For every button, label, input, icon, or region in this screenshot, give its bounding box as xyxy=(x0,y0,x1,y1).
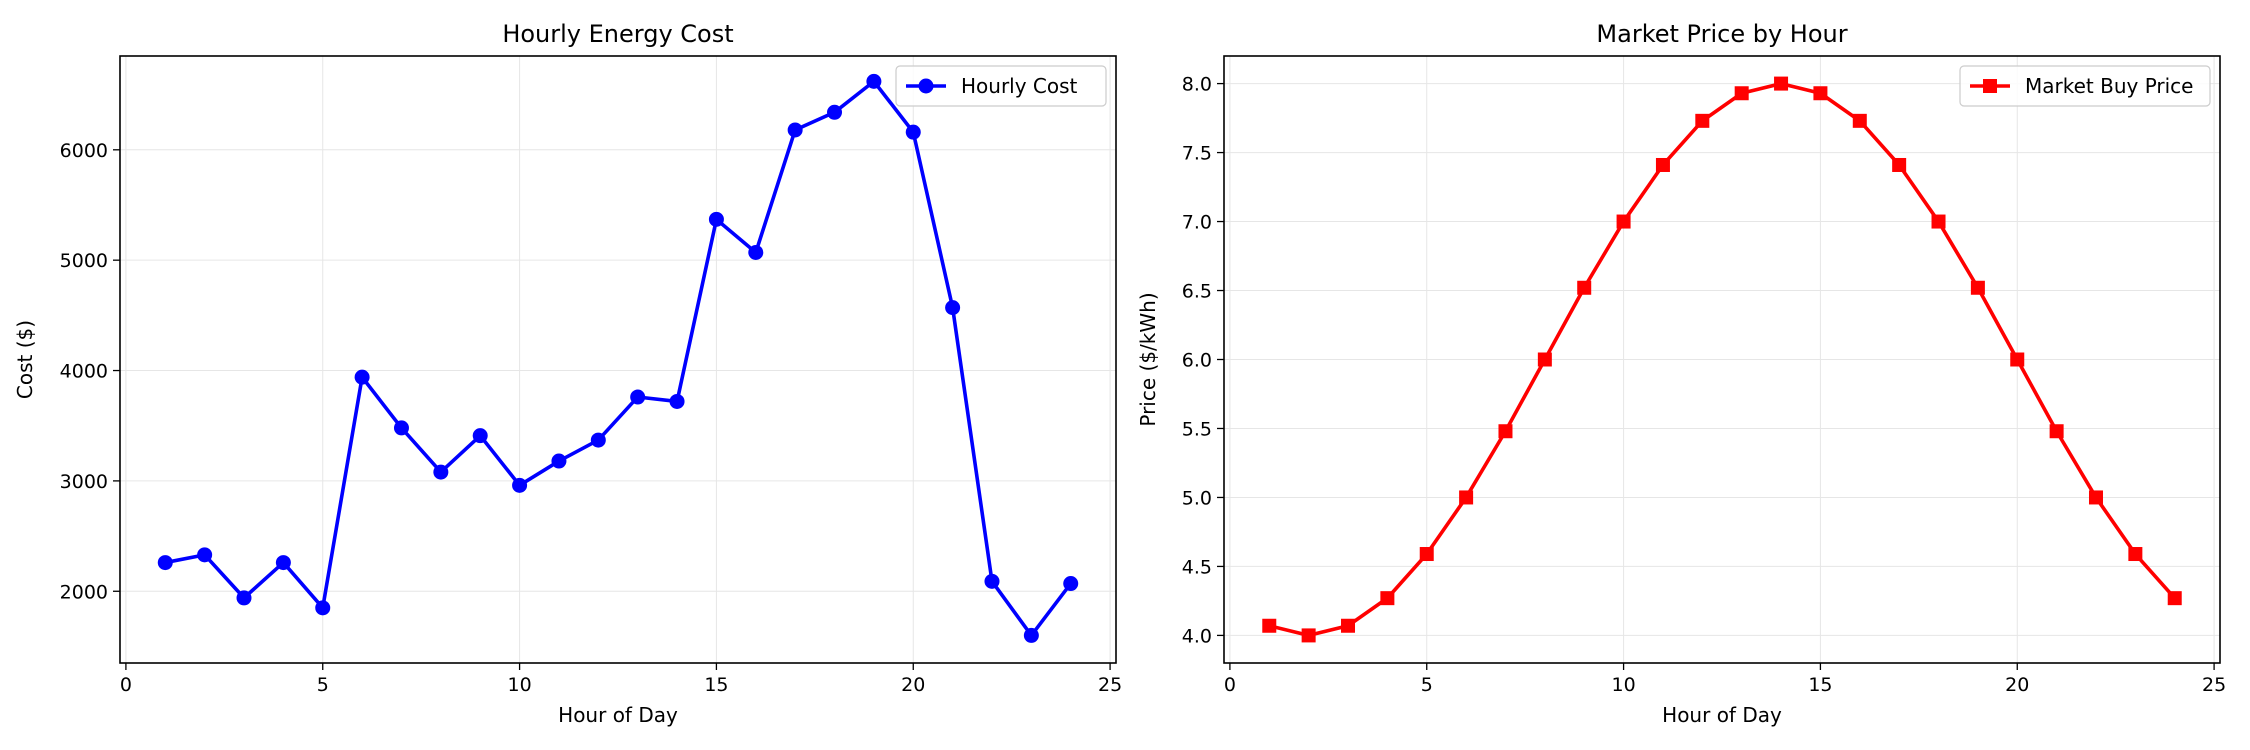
chart-panel-1: 0 5 10 15 20 25 2000 3000 4000 5000 6000 Hourly Ene… xyxy=(13,20,1122,727)
x-tick-label: 10 xyxy=(1611,674,1635,696)
x-tick-label: 5 xyxy=(1421,674,1433,696)
y-tick-label: 8.0 xyxy=(1182,74,1212,96)
series-line xyxy=(1268,81,2177,638)
data-point xyxy=(1262,618,1277,633)
plot-frame xyxy=(1223,55,2221,664)
data-point xyxy=(1616,214,1631,229)
data-point xyxy=(1063,576,1079,592)
data-point xyxy=(512,477,528,493)
data-point xyxy=(275,555,291,571)
data-point xyxy=(2088,490,2103,505)
data-point xyxy=(1537,352,1552,367)
data-point xyxy=(1813,86,1828,101)
y-tick-label: 5.5 xyxy=(1182,418,1212,440)
x-tick-label: 25 xyxy=(1098,674,1122,696)
legend-box xyxy=(895,65,1107,107)
legend-marker xyxy=(918,78,934,94)
data-point xyxy=(1734,86,1749,101)
data-point xyxy=(354,369,370,385)
series-line xyxy=(164,79,1073,638)
data-point xyxy=(1931,214,1946,229)
data-point xyxy=(2167,591,2182,606)
data-point xyxy=(669,393,685,409)
y-tick-label: 3000 xyxy=(60,471,108,493)
x-tick-label: 20 xyxy=(901,674,925,696)
y-tick-label: 6.0 xyxy=(1182,350,1212,372)
legend: Hourly Cost xyxy=(895,65,1107,107)
data-point xyxy=(1301,628,1316,643)
data-point xyxy=(1970,280,1985,295)
chart-title: Hourly Energy Cost xyxy=(502,20,733,48)
y-tick-label: 6.5 xyxy=(1182,281,1212,303)
data-point xyxy=(630,389,646,405)
x-tick-label: 15 xyxy=(704,674,728,696)
y-tick-label: 7.5 xyxy=(1182,143,1212,165)
chart-title: Market Price by Hour xyxy=(1596,20,1847,48)
legend: Market Buy Price xyxy=(1959,65,2211,107)
data-point xyxy=(590,432,606,448)
data-point xyxy=(315,600,331,616)
data-point xyxy=(1655,157,1670,172)
x-axis-label: Hour of Day xyxy=(1662,703,1782,727)
data-point xyxy=(1341,618,1356,633)
y-tick-label: 4000 xyxy=(60,361,108,383)
data-point xyxy=(827,104,843,120)
data-point xyxy=(1774,76,1789,91)
data-point xyxy=(433,464,449,480)
data-point xyxy=(1892,157,1907,172)
x-tick-label: 25 xyxy=(2202,674,2226,696)
data-point xyxy=(708,211,724,227)
x-tick-label: 5 xyxy=(317,674,329,696)
legend-label: Hourly Cost xyxy=(961,74,1078,98)
legend-marker xyxy=(1983,79,1997,93)
y-tick-label: 7.0 xyxy=(1182,212,1212,234)
y-tick-label: 6000 xyxy=(60,140,108,162)
data-point xyxy=(748,244,764,260)
data-point xyxy=(1419,547,1434,562)
x-tick-label: 0 xyxy=(1224,674,1236,696)
y-tick-label: 2000 xyxy=(60,581,108,603)
data-point xyxy=(945,300,961,316)
data-point xyxy=(1852,113,1867,128)
data-point xyxy=(2010,352,2025,367)
x-tick-label: 15 xyxy=(1808,674,1832,696)
y-axis-label: Cost ($) xyxy=(13,320,37,399)
data-point xyxy=(1695,113,1710,128)
data-point xyxy=(236,590,252,606)
x-axis-label: Hour of Day xyxy=(558,703,678,727)
legend-label: Market Buy Price xyxy=(2025,74,2194,98)
data-point xyxy=(905,124,921,140)
chart-panel-2: 0 5 10 15 20 25 4.0 4.5 5.0 5.5 6.0 6.5 7.0 7.5 8.0 Mar… xyxy=(1136,20,2226,727)
y-axis-label: Price ($/kWh) xyxy=(1136,292,1160,426)
x-tick-label: 0 xyxy=(120,674,132,696)
data-point xyxy=(1023,627,1039,643)
y-tick-label: 4.5 xyxy=(1182,556,1212,578)
y-tick-label: 4.0 xyxy=(1182,625,1212,647)
plot-frame xyxy=(119,55,1117,664)
data-point xyxy=(866,73,882,89)
x-tick-label: 20 xyxy=(2005,674,2029,696)
data-point xyxy=(1498,424,1513,439)
data-point xyxy=(1380,591,1395,606)
data-point xyxy=(2128,547,2143,562)
y-tick-label: 5000 xyxy=(60,250,108,272)
data-point xyxy=(393,420,409,436)
y-tick-label: 5.0 xyxy=(1182,487,1212,509)
data-point xyxy=(2049,424,2064,439)
data-point xyxy=(472,428,488,444)
data-point xyxy=(1577,280,1592,295)
x-tick-label: 10 xyxy=(507,674,531,696)
data-point xyxy=(197,547,213,563)
legend-box xyxy=(1959,65,2211,107)
data-point xyxy=(551,453,567,469)
data-point xyxy=(157,555,173,571)
data-point xyxy=(1459,490,1474,505)
data-point xyxy=(984,573,1000,589)
data-point xyxy=(787,122,803,138)
